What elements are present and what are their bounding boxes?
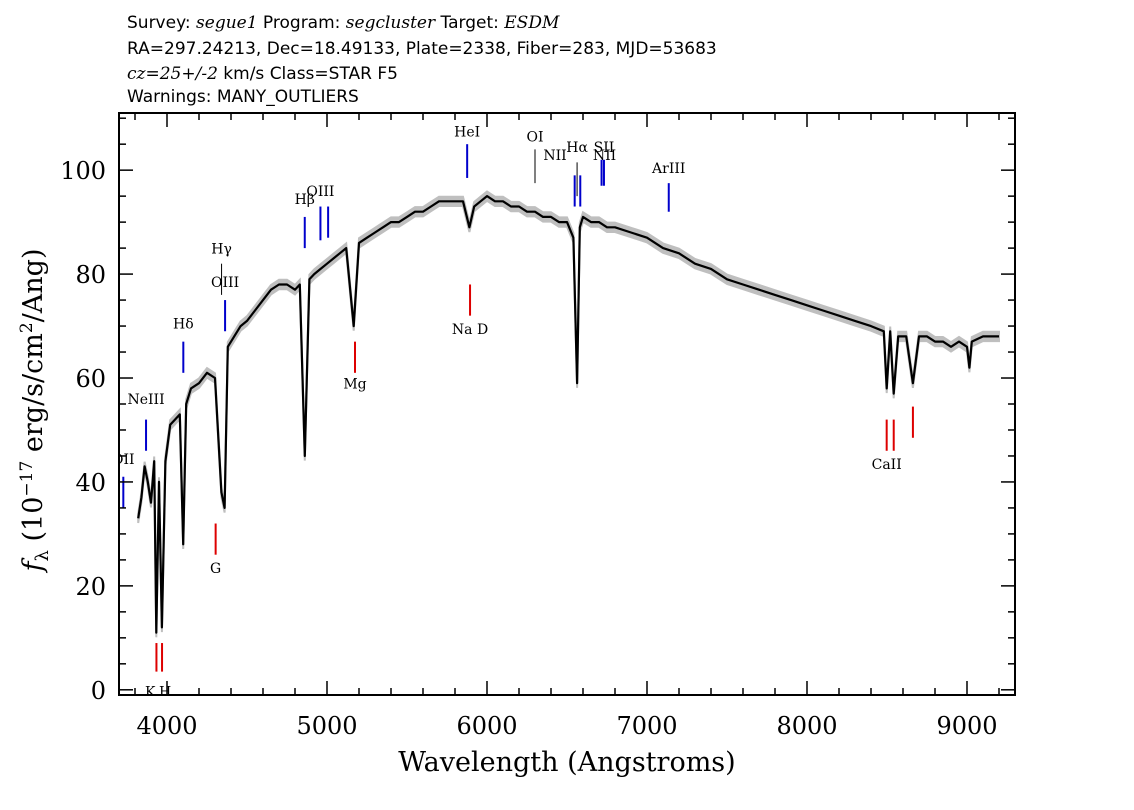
y-axis-title: fλ (10−17 erg/s/cm2/Ang) xyxy=(17,249,53,574)
line-label-1: NeIII xyxy=(127,392,164,408)
y-title-lambda: λ xyxy=(32,550,53,561)
header-line1-part-2: Program: xyxy=(258,13,346,33)
line-label-6: OIII xyxy=(306,184,334,200)
line-label-9: OI xyxy=(526,130,543,146)
spectrum-line xyxy=(137,195,999,634)
y-tick-label: 20 xyxy=(75,573,106,601)
line-label-3: Hγ xyxy=(211,241,232,257)
x-tick-label: 5000 xyxy=(296,712,357,740)
line-label-20: Na D xyxy=(452,322,488,338)
x-tick-label: 4000 xyxy=(136,712,197,740)
line-label-18: G xyxy=(210,561,221,577)
x-tick-label: 6000 xyxy=(456,712,517,740)
line-label-4: OIII xyxy=(211,275,239,291)
y-tick-label: 80 xyxy=(75,261,106,289)
line-label-15: ArIII xyxy=(651,161,685,177)
line-label-2: Hδ xyxy=(173,317,194,333)
y-title-close: /Ang) xyxy=(18,249,49,323)
y-title-exp2: 2 xyxy=(17,322,37,333)
chart-header: Survey: segue1 Program: segcluster Targe… xyxy=(127,13,717,107)
header-line-warnings: Warnings: MANY_OUTLIERS xyxy=(127,87,359,107)
x-tick-label: 9000 xyxy=(936,712,997,740)
line-label-0: OII xyxy=(112,452,135,468)
header-line1-part-3: segcluster xyxy=(346,13,436,33)
x-tick-label: 8000 xyxy=(776,712,837,740)
error-band xyxy=(137,190,1000,638)
header-line1-part-5: ESDM xyxy=(503,13,560,33)
line-label-19: Mg xyxy=(343,376,366,392)
x-axis-title: Wavelength (Angstroms) xyxy=(398,747,735,778)
line-label-21: CaII xyxy=(872,457,902,473)
line-label-17: H xyxy=(159,685,171,701)
header-line1-part-0: Survey: xyxy=(127,13,196,33)
header-line-survey: Survey: segue1 Program: segcluster Targe… xyxy=(127,13,560,33)
header-line3-part-1: km/s Class=STAR F5 xyxy=(218,64,398,84)
y-title-open: (10 xyxy=(18,497,49,550)
header-line-coordinates: RA=297.24213, Dec=18.49133, Plate=2338, … xyxy=(127,39,717,59)
x-tick-label: 7000 xyxy=(616,712,677,740)
plot-frame xyxy=(118,112,1016,696)
y-tick-label: 0 xyxy=(91,677,106,705)
y-title-mid: erg/s/cm xyxy=(18,333,49,461)
header-line1-part-4: Target: xyxy=(435,13,504,33)
header-line-redshift-class: cz=25+/-2 km/s Class=STAR F5 xyxy=(127,64,398,84)
header-line1-part-1: segue1 xyxy=(196,13,258,33)
line-label-11: Hα xyxy=(566,140,588,156)
y-tick-label: 40 xyxy=(75,469,106,497)
line-label-13: NII xyxy=(593,148,616,164)
y-title-exp1: −17 xyxy=(17,461,37,497)
header-line3-part-0: cz=25+/-2 xyxy=(127,64,218,84)
y-tick-label: 60 xyxy=(75,365,106,393)
line-label-14: SII xyxy=(594,140,615,156)
line-label-8: HeI xyxy=(454,124,480,140)
line-label-10: NII xyxy=(543,148,566,164)
line-label-5: Hβ xyxy=(295,192,315,208)
y-tick-label: 100 xyxy=(60,157,106,185)
axes: 4000 5000 6000 7000 8000 9000 0 20 40 60 80 100 xyxy=(60,113,1015,740)
line-label-16: K xyxy=(145,685,156,701)
